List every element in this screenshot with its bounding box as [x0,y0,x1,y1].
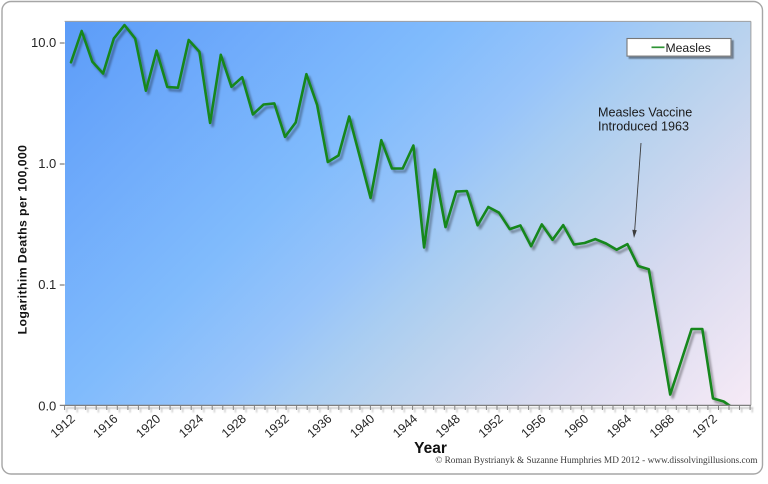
svg-text:Year: Year [414,440,447,457]
svg-text:0.0: 0.0 [38,398,56,413]
svg-text:Measles Vaccine: Measles Vaccine [598,106,692,120]
svg-text:0.1: 0.1 [38,277,56,292]
svg-text:Measles: Measles [666,41,711,55]
svg-text:1.0: 1.0 [38,156,56,171]
svg-text:Introduced 1963: Introduced 1963 [598,120,689,134]
svg-text:10.0: 10.0 [31,35,56,50]
svg-text:Logarithim Deaths per 100,000: Logarithim Deaths per 100,000 [16,145,30,335]
svg-text:© Roman Bystrianyk & Suzanne H: © Roman Bystrianyk & Suzanne Humphries M… [435,455,758,466]
